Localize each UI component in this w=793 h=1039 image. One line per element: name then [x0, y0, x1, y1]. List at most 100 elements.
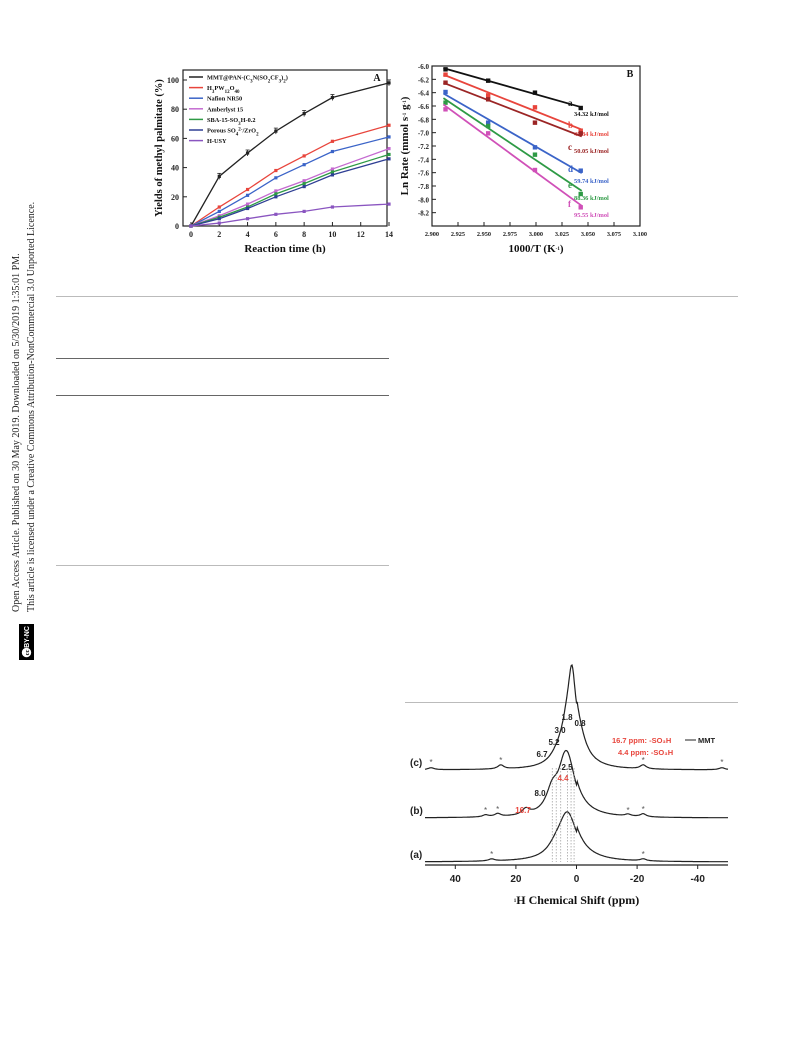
chart-a-legend-label: MMT@PAN-(C3N(SO2CF3)2) — [207, 75, 288, 85]
chart-b-xtick-label: 2.975 — [503, 231, 517, 238]
chart-b-xtick-label: 3.000 — [529, 231, 543, 238]
chart-a-point — [274, 195, 278, 199]
nmr-xtick-label: 20 — [510, 874, 522, 885]
chart-b-ytick-label: -7.2 — [418, 143, 430, 151]
nmr-peak-label: 5.2 — [548, 738, 560, 747]
chart-b-point — [443, 80, 448, 85]
chart-b-point — [532, 167, 538, 173]
chart-a-xtick-label: 14 — [385, 230, 393, 239]
nmr-sideband-marker: * — [642, 850, 645, 859]
chart-a-point — [274, 192, 278, 196]
chart-a-point — [302, 154, 306, 158]
table-rule-2 — [56, 395, 389, 396]
chart-a-point — [330, 167, 335, 171]
chart-a-legend-label: Porous SO42-/ZrO2 — [207, 127, 259, 137]
nmr-peak-label: 0.8 — [574, 719, 586, 728]
chart-a-point — [330, 170, 335, 174]
chart-a-point — [274, 168, 278, 173]
chart-b-fit-line — [443, 67, 583, 109]
nmr-sideband-marker: * — [496, 805, 499, 814]
chart-a-frame — [182, 69, 388, 227]
chart-a-point — [245, 206, 250, 211]
chart-b-point — [443, 107, 448, 112]
chart-b-xtick-label: 2.900 — [425, 231, 439, 238]
nmr-sideband-marker: * — [642, 805, 645, 814]
table-rule-1 — [56, 358, 389, 359]
chart-b-fit-line — [442, 97, 583, 192]
cc-icon — [20, 646, 33, 659]
nmr-annotation-2: 4.4 ppm: -SO₃H — [618, 748, 673, 757]
chart-b-ytick-label: -6.4 — [418, 90, 430, 98]
chart-b-point — [443, 67, 448, 72]
chart-a-point — [387, 157, 391, 161]
chart-a-legend-label: SBA-15-SO3H-0.2 — [207, 117, 256, 127]
cc-license-badge[interactable]: cc BY-NC — [19, 624, 34, 660]
chart-a-point — [245, 217, 250, 221]
nmr-sideband-marker: * — [490, 850, 493, 859]
chart-b-point — [578, 128, 583, 133]
nmr-trace-label: (c) — [410, 758, 422, 769]
chart-b-ytick-label: -7.6 — [418, 170, 430, 178]
chart-b-point — [485, 97, 491, 102]
by-nc-label: BY-NC — [24, 626, 31, 648]
nmr-sideband-marker: * — [626, 806, 629, 815]
chart-a-ylabel: Yields of methyl palmitate (%) — [154, 79, 165, 217]
chart-b-point — [578, 105, 583, 111]
nmr-peak-label: 1.8 — [561, 713, 573, 722]
chart-a-point — [274, 189, 278, 193]
chart-b-point — [578, 191, 583, 197]
chart-b-fit-line — [443, 73, 583, 131]
nmr-annotation-mmt: MMT — [698, 736, 715, 745]
chart-a-point — [217, 217, 221, 221]
chart-a-point — [189, 224, 193, 228]
chart-a-point — [245, 193, 250, 197]
nmr-trace — [424, 663, 729, 771]
chart-a-point — [387, 135, 391, 139]
chart-b-fit-line — [442, 92, 583, 174]
chart-b-point — [532, 90, 538, 95]
nmr-xtick-label: 0 — [574, 874, 580, 885]
chart-b-point — [532, 145, 538, 150]
chart-a-point — [302, 209, 306, 213]
chart-a-point — [302, 184, 306, 189]
nmr-sideband-marker: * — [499, 756, 502, 765]
chart-b-point — [485, 93, 491, 98]
chart-a-point — [387, 147, 391, 151]
chart-a-point — [330, 173, 335, 177]
chart-a-point — [302, 179, 306, 183]
chart-b-point — [532, 105, 538, 110]
chart-a-ytick-label: 60 — [171, 134, 179, 143]
chart-b-ytick-label: -6.2 — [418, 76, 430, 84]
chart-a-panel-label: A — [373, 73, 381, 84]
cc-icon-label: cc — [24, 650, 31, 656]
chart-a-point — [217, 221, 221, 225]
license-sidebar: Open Access Article. Published on 30 May… — [0, 0, 40, 700]
chart-a-xtick-label: 2 — [217, 230, 221, 239]
chart-a-point — [387, 202, 391, 206]
nmr-peak-label: 16.7 — [515, 806, 531, 815]
figure-rule-top — [56, 296, 738, 297]
chart-b-point — [485, 123, 491, 129]
chart-b-fit-line — [443, 81, 583, 138]
chart-b-ytick-label: -7.4 — [418, 156, 430, 164]
chart-b-panel-label: B — [627, 69, 634, 80]
chart-a-point — [387, 152, 391, 157]
nmr-trace-label: (a) — [410, 850, 422, 861]
chart-b-xtick-label: 2.925 — [451, 231, 465, 238]
chart-b-point — [532, 120, 538, 125]
chart-b-series-letter: c — [568, 142, 572, 152]
chart-a-xtick-label: 0 — [189, 230, 193, 239]
nmr-peak-label: 8.0 — [534, 789, 546, 798]
chart-a-point — [330, 139, 335, 143]
chart-b-point — [485, 120, 491, 125]
chart-b-point — [443, 100, 448, 105]
chart-b-point — [578, 205, 583, 210]
nmr-sideband-marker: * — [642, 756, 645, 765]
chart-a-point — [245, 202, 250, 206]
chart-a-legend-label: H-USY — [207, 138, 227, 145]
chart-a-xtick-label: 10 — [328, 230, 336, 239]
chart-a-point — [302, 182, 306, 186]
chart-b-xtick-label: 3.100 — [633, 231, 647, 238]
